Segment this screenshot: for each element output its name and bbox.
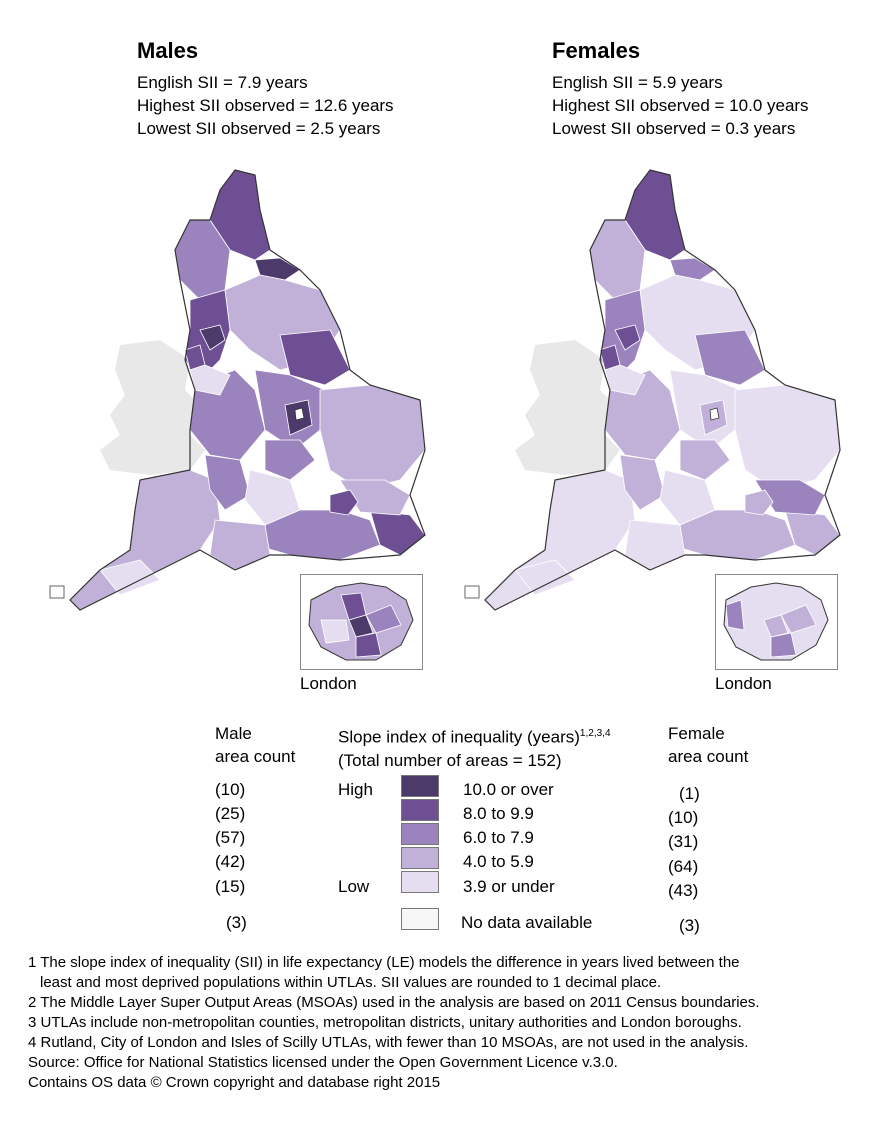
- male-count-header: Male area count: [215, 724, 296, 766]
- region-tyne: [669, 257, 716, 281]
- females-london-map: [723, 582, 829, 661]
- footnote-copyright: Contains OS data © Crown copyright and d…: [28, 1074, 441, 1091]
- region-hants: [209, 519, 271, 571]
- female-count: (1): [679, 784, 700, 803]
- region-manchester: [199, 324, 226, 351]
- legend-no-data-label: No data available: [461, 913, 593, 932]
- males-title: Males: [137, 38, 199, 63]
- region-devon: [99, 559, 161, 596]
- footnote-source: Source: Office for National Statistics l…: [28, 1054, 618, 1071]
- legend-high-label: High: [338, 780, 373, 799]
- female-count-header: Female area count: [668, 724, 749, 766]
- region-south-west: [69, 469, 221, 611]
- region-leicester: [709, 407, 720, 421]
- male-count: (57): [215, 828, 246, 847]
- region-leicester: [294, 407, 305, 421]
- region-london-map: [744, 489, 774, 516]
- region-gloucs: [204, 454, 251, 511]
- legend-swatch-3-9-or-under: [401, 871, 439, 893]
- footnote: least and most deprived populations with…: [40, 974, 662, 991]
- region-east-anglia: [734, 384, 841, 491]
- legend-class-label: 4.0 to 5.9: [463, 852, 534, 871]
- region-kent: [369, 509, 426, 556]
- females-stat-highest: Highest SII observed = 10.0 years: [552, 96, 809, 115]
- region-northants: [264, 439, 316, 481]
- females-london-label: London: [715, 674, 772, 693]
- female-count: (43): [668, 881, 699, 900]
- footnote: 1 The slope index of inequality (SII) in…: [28, 954, 740, 971]
- legend-class-label: 8.0 to 9.9: [463, 804, 534, 823]
- male-count: (15): [215, 877, 246, 896]
- legend-swatch-4-to-5-9: [401, 847, 439, 869]
- female-count: (10): [668, 808, 699, 827]
- region-gloucs: [619, 454, 666, 511]
- footnote: 3 UTLAs include non-metropolitan countie…: [28, 1014, 742, 1031]
- male-count: (10): [215, 780, 246, 799]
- region-hants: [624, 519, 686, 571]
- region-essex: [754, 479, 826, 516]
- males-london-inset: [300, 574, 423, 670]
- males-london-map: [308, 582, 414, 661]
- male-count: (25): [215, 804, 246, 823]
- region-essex: [339, 479, 411, 516]
- region-northants: [679, 439, 731, 481]
- male-count-no-data: (3): [226, 913, 247, 932]
- males-stat-lowest: Lowest SII observed = 2.5 years: [137, 119, 381, 138]
- wales-region: [515, 340, 620, 475]
- legend-swatch-no-data: [401, 908, 439, 930]
- wales-region: [100, 340, 205, 475]
- footnote: 4 Rutland, City of London and Isles of S…: [28, 1034, 749, 1051]
- female-count: (31): [668, 832, 699, 851]
- legend-title: Slope index of inequality (years)1,2,3,4…: [338, 727, 611, 770]
- region-kent: [784, 509, 841, 556]
- isles-of-scilly-box: [464, 585, 480, 599]
- males-stat-english: English SII = 7.9 years: [137, 73, 308, 92]
- legend-class-label: 6.0 to 7.9: [463, 828, 534, 847]
- legend-class-label: 3.9 or under: [463, 877, 555, 896]
- males-map: [49, 169, 426, 611]
- male-count: (42): [215, 852, 246, 871]
- region-east-anglia: [319, 384, 426, 491]
- region-south-west: [484, 469, 636, 611]
- legend-class-label: 10.0 or over: [463, 780, 554, 799]
- legend-swatch-6-to-7-9: [401, 823, 439, 845]
- female-count: (64): [668, 857, 699, 876]
- males-london-label: London: [300, 674, 357, 693]
- female-count-no-data: (3): [679, 916, 700, 935]
- region-tyne: [254, 257, 301, 281]
- england-outline: [69, 169, 426, 611]
- males-stat-highest: Highest SII observed = 12.6 years: [137, 96, 394, 115]
- legend-low-label: Low: [338, 877, 370, 896]
- region-east-yorks: [694, 329, 766, 386]
- isles-of-scilly-box: [49, 585, 65, 599]
- england-outline: [484, 169, 841, 611]
- legend-swatch-8-to-9-9: [401, 799, 439, 821]
- legend-swatch-10-or-over: [401, 775, 439, 797]
- females-stat-lowest: Lowest SII observed = 0.3 years: [552, 119, 796, 138]
- region-east-yorks: [279, 329, 351, 386]
- females-title: Females: [552, 38, 641, 63]
- females-london-inset: [715, 574, 838, 670]
- females-stat-english: English SII = 5.9 years: [552, 73, 723, 92]
- footnotes: 1 The slope index of inequality (SII) in…: [28, 953, 868, 1093]
- region-london-map: [329, 489, 359, 516]
- footnote: 2 The Middle Layer Super Output Areas (M…: [28, 994, 760, 1011]
- females-map: [464, 169, 841, 611]
- region-devon: [514, 559, 576, 596]
- region-manchester: [614, 324, 641, 351]
